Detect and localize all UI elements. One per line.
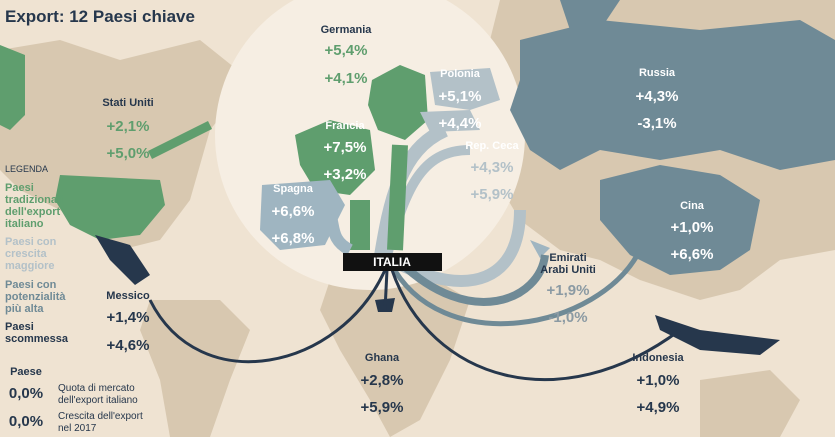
country-name: Rep. Ceca (465, 140, 519, 152)
country-name: Germania (320, 24, 372, 36)
czech-shape (420, 110, 480, 132)
market-share: +2,1% (106, 118, 150, 135)
export-growth: +4,6% (106, 337, 150, 354)
germany-shape (368, 65, 428, 140)
export-growth: +4,9% (636, 399, 680, 416)
title: Export: 12 Paesi chiave (5, 7, 195, 26)
hub-box (343, 253, 442, 271)
country-name: Ghana (364, 352, 400, 364)
market-share: +6,6% (271, 203, 315, 220)
hub-label: ITALIA (373, 255, 411, 269)
market-share: +2,8% (360, 372, 404, 389)
mexico-shape (95, 235, 150, 285)
country-name: Stati Uniti (102, 97, 154, 109)
legend-title: LEGENDA (5, 164, 49, 174)
export-growth: -1,0% (548, 309, 588, 326)
country-name: Indonesia (632, 352, 684, 364)
key-country: Paese (10, 366, 42, 378)
market-share: +7,5% (323, 139, 367, 156)
country-name: Russia (638, 67, 676, 79)
arcs (147, 120, 681, 382)
key-share: 0,0% (8, 385, 44, 402)
key-growth: 0,0% (8, 413, 44, 430)
legend-item: Paesi con crescita maggiore (5, 236, 57, 272)
uae-shape (530, 240, 550, 258)
export-growth: +4,4% (438, 115, 482, 132)
legend-item: Paesi con potenzialità più alta (5, 279, 66, 315)
country-name: Messico (106, 290, 150, 302)
export-growth: +6,6% (670, 246, 714, 263)
market-share: +1,0% (636, 372, 680, 389)
france-shape (295, 120, 375, 195)
market-share: +4,3% (470, 159, 514, 176)
poland-shape (430, 68, 500, 110)
export-growth: +4,1% (324, 70, 368, 87)
market-share: +1,4% (106, 309, 150, 326)
usa-shape (0, 45, 165, 240)
export-growth: +6,8% (271, 230, 315, 247)
country-name: Polonia (440, 68, 480, 80)
market-share: +5,4% (324, 42, 368, 59)
export-growth: +5,9% (470, 186, 514, 203)
market-share: +1,0% (670, 219, 714, 236)
country-name: Cina (680, 200, 704, 212)
key-share-label: Quota di mercato dell'export italiano (58, 383, 138, 406)
russia-shape (510, 20, 835, 170)
spain-shape (260, 180, 345, 250)
market-share: +4,3% (635, 88, 679, 105)
key-growth-label: Crescita dell'export nel 2017 (58, 411, 143, 434)
china-shape (600, 165, 760, 275)
country-name: Francia (325, 120, 365, 132)
country-name: Emirati Arabi Uniti (540, 252, 596, 276)
export-growth: +3,2% (323, 166, 367, 183)
export-growth: -3,1% (637, 115, 677, 132)
country-name: Spagna (273, 183, 313, 195)
legend-item: Paesi scommessa (5, 321, 68, 345)
export-growth: +5,0% (106, 145, 150, 162)
indonesia-shape (655, 315, 780, 355)
export-growth: +5,9% (360, 399, 404, 416)
market-share: +5,1% (438, 88, 482, 105)
legend-item: Paesi tradizionali dell'export italiano (5, 182, 64, 230)
market-share: +1,9% (546, 282, 590, 299)
